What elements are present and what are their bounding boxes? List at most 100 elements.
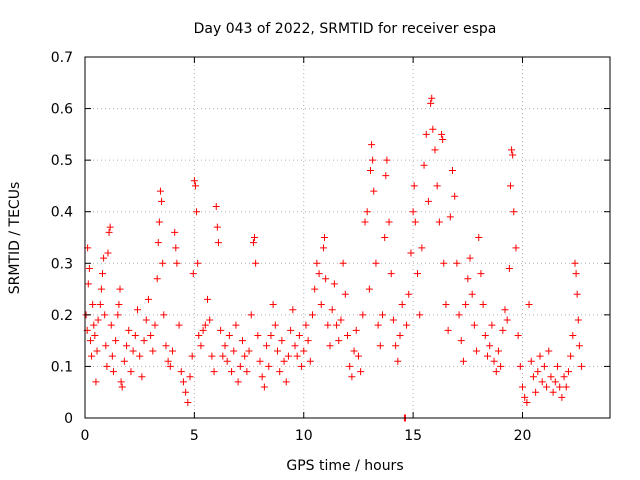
data-point [488, 321, 496, 329]
data-point [409, 208, 417, 216]
x-tick-label: 0 [81, 428, 90, 444]
data-point [543, 383, 551, 391]
data-point [106, 223, 114, 231]
data-point [446, 213, 454, 221]
data-point [274, 347, 281, 355]
data-point [562, 383, 570, 391]
data-point [326, 342, 334, 350]
data-point [578, 362, 586, 370]
data-point [442, 301, 450, 309]
gridlines [85, 57, 610, 418]
data-point [100, 254, 108, 262]
data-point [457, 337, 465, 345]
data-point [361, 218, 369, 226]
data-point [317, 301, 325, 309]
data-point [354, 352, 362, 360]
data-point [519, 383, 526, 391]
data-point [545, 347, 553, 355]
data-point [265, 362, 273, 370]
data-point [260, 383, 268, 391]
data-point [506, 182, 514, 190]
data-point [230, 347, 238, 355]
data-point [276, 368, 284, 376]
data-point [335, 337, 343, 345]
data-points [82, 94, 586, 422]
data-point [424, 197, 432, 205]
data-point [147, 331, 155, 339]
data-point [221, 342, 229, 350]
data-point [212, 203, 220, 211]
data-point [295, 331, 303, 339]
data-point [236, 362, 244, 370]
data-point [374, 321, 382, 329]
data-point [171, 228, 179, 236]
data-point [287, 326, 295, 334]
data-point [514, 331, 522, 339]
data-point [484, 352, 491, 360]
data-point [571, 259, 579, 267]
data-point [234, 378, 242, 386]
data-point [564, 368, 572, 376]
data-point [428, 94, 436, 102]
data-point [554, 362, 561, 370]
data-point [459, 357, 467, 365]
y-tick-label: 0.6 [51, 102, 73, 118]
data-point [142, 316, 150, 324]
data-point [410, 182, 418, 190]
data-point [369, 156, 377, 164]
data-point [99, 270, 106, 278]
data-point [108, 352, 116, 360]
data-point [357, 368, 365, 376]
y-tick-label: 0.1 [51, 359, 73, 375]
data-point [444, 326, 452, 334]
data-point [379, 311, 386, 319]
data-point [85, 264, 93, 272]
data-point [509, 151, 517, 159]
data-point [177, 368, 185, 376]
data-point [532, 388, 540, 396]
x-tick-label: 20 [514, 428, 532, 444]
x-axis-label: GPS time / hours [286, 458, 403, 474]
data-point [466, 254, 474, 262]
data-point [149, 347, 157, 355]
data-point [403, 321, 411, 329]
data-point [153, 275, 161, 283]
data-point [302, 321, 310, 329]
data-point [249, 239, 257, 247]
data-point [414, 270, 421, 278]
data-point [370, 187, 378, 195]
x-tick-label: 10 [295, 428, 313, 444]
data-point [300, 347, 308, 355]
data-point [282, 378, 290, 386]
data-point [154, 239, 162, 247]
data-point [140, 337, 148, 345]
data-point [512, 244, 520, 252]
data-point [521, 393, 529, 401]
y-tick-label: 0.7 [51, 50, 73, 66]
data-point [534, 368, 542, 376]
data-point [252, 259, 260, 267]
data-point [245, 347, 253, 355]
data-point [293, 352, 301, 360]
data-point [387, 270, 395, 278]
data-point [213, 223, 221, 231]
data-point [158, 197, 166, 205]
data-point [159, 259, 167, 267]
data-point [225, 331, 233, 339]
data-point [267, 331, 275, 339]
data-point [499, 326, 507, 334]
data-point [114, 311, 122, 319]
data-point [346, 362, 354, 370]
data-point [392, 342, 400, 350]
data-point [256, 357, 264, 365]
data-point [529, 373, 537, 381]
data-point [372, 259, 380, 267]
data-point [431, 146, 439, 154]
data-point [247, 311, 255, 319]
data-point [90, 321, 98, 329]
data-point [394, 357, 402, 365]
data-point [429, 125, 437, 133]
data-point [117, 378, 125, 386]
data-point [433, 182, 441, 190]
